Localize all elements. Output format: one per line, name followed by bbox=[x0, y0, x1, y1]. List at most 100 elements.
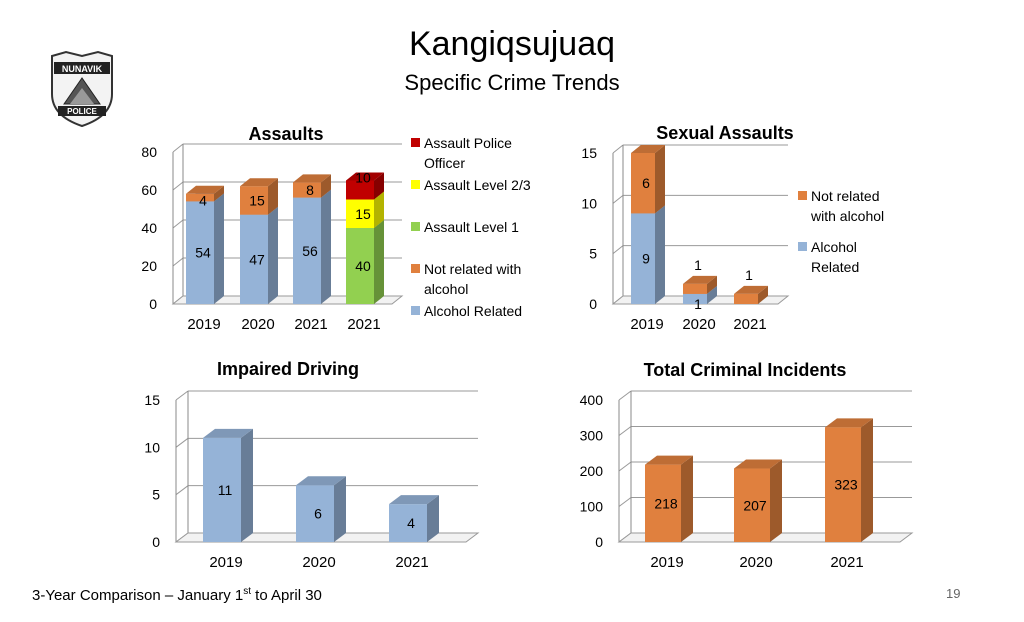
impaired-data-label: 4 bbox=[407, 515, 415, 531]
assaults-data-label: 54 bbox=[195, 245, 211, 261]
sexual-bar-front bbox=[683, 283, 707, 294]
impaired-bar-side bbox=[334, 476, 346, 542]
footer-text: 3-Year Comparison – January 1 bbox=[32, 587, 244, 604]
sexual-bar-side bbox=[707, 285, 717, 304]
assaults-data-label: 40 bbox=[355, 258, 371, 274]
sexual-legend-label: Not related with alcohol bbox=[810, 188, 884, 224]
total-bar-top bbox=[734, 459, 782, 469]
impaired-grid-side bbox=[175, 437, 189, 448]
sexual-legend-swatch bbox=[798, 191, 807, 200]
sexual-bar-front bbox=[683, 293, 707, 304]
total-bar-side bbox=[770, 459, 782, 542]
assaults-legend-label-line: alcohol bbox=[424, 281, 468, 297]
total-x-tick-label: 2019 bbox=[650, 554, 683, 571]
impaired-bar-front bbox=[203, 437, 241, 542]
assaults-legend-label-line: Assault Police bbox=[424, 135, 512, 151]
sexual-data-label: 1 bbox=[694, 296, 702, 312]
assaults-bar-front bbox=[346, 228, 374, 304]
sexual-legend-label-line: with alcohol bbox=[810, 208, 884, 224]
assaults-data-label: 15 bbox=[249, 192, 265, 208]
logo-text-bottom: POLICE bbox=[67, 107, 97, 116]
assaults-legend-label: Assault Level 1 bbox=[424, 219, 519, 235]
total-grid-side bbox=[618, 461, 632, 472]
total-bar-front bbox=[825, 427, 861, 542]
assaults-bar-side bbox=[374, 191, 384, 228]
assaults-legend-swatch bbox=[411, 138, 420, 147]
impaired-grid-side bbox=[175, 390, 189, 401]
assaults-grid-side bbox=[172, 143, 184, 153]
nunavik-police-badge-icon: NUNAVIK POLICE bbox=[51, 50, 113, 128]
assaults-bar-side bbox=[321, 174, 331, 198]
footer-text-end: to April 30 bbox=[251, 587, 322, 604]
assaults-legend-label: Alcohol Related bbox=[424, 303, 522, 319]
sexual-chart-title: Sexual Assaults bbox=[656, 123, 793, 143]
sexual-bar-side bbox=[758, 285, 768, 304]
assaults-bar-front bbox=[346, 180, 374, 200]
impaired-bar-top bbox=[389, 495, 439, 505]
assaults-y-tick-label: 60 bbox=[141, 182, 157, 198]
assaults-legend-swatch bbox=[411, 306, 420, 315]
impaired-bar-top bbox=[296, 476, 346, 486]
sexual-grid-side bbox=[612, 144, 624, 154]
impaired-x-tick-label: 2019 bbox=[209, 554, 242, 571]
sexual-data-label: 1 bbox=[745, 267, 753, 283]
assaults-legend-swatch bbox=[411, 222, 420, 231]
sexual-data-label: 1 bbox=[694, 257, 702, 273]
total-x-tick-label: 2021 bbox=[830, 554, 863, 571]
assaults-grid-side bbox=[172, 181, 184, 191]
assaults-bar-side bbox=[214, 185, 224, 202]
total-bar-front bbox=[645, 464, 681, 542]
assaults-bar-side bbox=[214, 193, 224, 304]
impaired-x-tick-label: 2020 bbox=[302, 554, 335, 571]
total-bar-front bbox=[734, 468, 770, 542]
page-number: 19 bbox=[946, 586, 961, 601]
impaired-chart-title: Impaired Driving bbox=[217, 359, 359, 379]
sexual-bar-top bbox=[683, 275, 717, 284]
logo-text-top: NUNAVIK bbox=[62, 64, 103, 74]
assaults-bar-front bbox=[293, 182, 321, 198]
sexual-legend-label-line: Not related bbox=[811, 188, 879, 204]
total-y-tick-label: 100 bbox=[580, 499, 604, 515]
sexual-legend-label: Alcohol Related bbox=[811, 239, 859, 275]
total-data-label: 207 bbox=[743, 497, 767, 513]
impaired-y-tick-label: 15 bbox=[144, 392, 160, 408]
sexual-x-tick-label: 2021 bbox=[733, 316, 766, 333]
impaired-bar-side bbox=[427, 495, 439, 542]
sexual-bar-side bbox=[655, 205, 665, 304]
assaults-x-tick-label: 2021 bbox=[294, 316, 327, 333]
assaults-bar-front bbox=[240, 214, 268, 304]
sexual-y-tick-label: 5 bbox=[589, 246, 597, 262]
assaults-data-label: 56 bbox=[302, 243, 318, 259]
total-chart-title: Total Criminal Incidents bbox=[644, 360, 847, 380]
assaults-data-label: 15 bbox=[355, 206, 371, 222]
assaults-bar-side bbox=[374, 220, 384, 304]
sexual-y-tick-label: 0 bbox=[589, 296, 597, 312]
sexual-x-tick-label: 2020 bbox=[682, 316, 715, 333]
assaults-chart-title: Assaults bbox=[248, 124, 323, 144]
impaired-y-tick-label: 0 bbox=[152, 534, 160, 550]
assaults-data-label: 4 bbox=[199, 192, 207, 208]
assaults-legend-swatch bbox=[411, 180, 420, 189]
total-x-tick-label: 2020 bbox=[739, 554, 772, 571]
total-y-tick-label: 300 bbox=[580, 428, 604, 444]
sexual-bar-side bbox=[655, 145, 665, 214]
sexual-grid-side bbox=[612, 194, 624, 204]
impaired-y-tick-label: 5 bbox=[152, 487, 160, 503]
assaults-bar-top bbox=[293, 174, 331, 183]
impaired-bar-top bbox=[203, 428, 253, 438]
assaults-legend-label-line: Officer bbox=[424, 155, 465, 171]
assaults-bar-top bbox=[346, 172, 384, 181]
sexual-legend-label-line: Related bbox=[811, 259, 859, 275]
impaired-data-label: 6 bbox=[314, 506, 322, 522]
impaired-x-tick-label: 2021 bbox=[395, 554, 428, 571]
total-y-tick-label: 0 bbox=[595, 534, 603, 550]
assaults-legend-label: Assault Level 2/3 bbox=[424, 177, 531, 193]
impaired-y-tick-label: 10 bbox=[144, 439, 160, 455]
assaults-data-label: 47 bbox=[249, 251, 265, 267]
sexual-legend-swatch bbox=[798, 242, 807, 251]
assaults-data-label: 8 bbox=[306, 182, 314, 198]
assaults-bar-side bbox=[268, 206, 278, 304]
total-y-tick-label: 400 bbox=[580, 392, 604, 408]
total-bar-side bbox=[861, 418, 873, 542]
sexual-bar-front bbox=[631, 153, 655, 214]
